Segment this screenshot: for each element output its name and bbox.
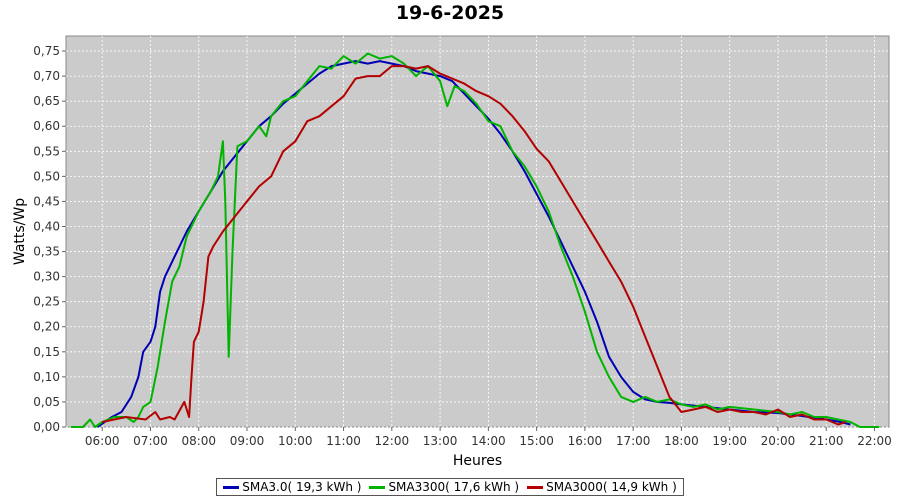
- series-line-2: [101, 65, 846, 426]
- x-tick-label: 16:00: [568, 434, 603, 448]
- y-tick-label: 0,20: [33, 320, 60, 334]
- x-tick-label: 17:00: [616, 434, 651, 448]
- y-tick-label: 0,15: [33, 345, 60, 359]
- legend-swatch-sma3000: [527, 485, 544, 489]
- legend-label-sma3000: SMA3000( 14,9 kWh ): [546, 480, 677, 494]
- x-axis-label: Heures: [453, 453, 502, 469]
- legend-item-sma3000: SMA3000( 14,9 kWh ): [527, 480, 677, 494]
- legend-label-sma3-0: SMA3.0( 19,3 kWh ): [242, 480, 362, 494]
- x-tick-label: 12:00: [375, 434, 410, 448]
- y-tick-label: 0,25: [33, 295, 60, 309]
- x-tick-label: 14:00: [471, 434, 506, 448]
- y-tick-label: 0,75: [33, 44, 60, 58]
- x-tick-label: 18:00: [664, 434, 699, 448]
- chart-title: 19-6-2025: [395, 2, 505, 24]
- x-tick-label: 19:00: [712, 434, 747, 448]
- legend-swatch-sma3300: [369, 485, 386, 489]
- legend-item-sma3300: SMA3300( 17,6 kWh ): [369, 480, 519, 494]
- x-tick-label: 09:00: [230, 434, 265, 448]
- series-lines: [70, 52, 880, 428]
- y-tick-label: 0,30: [33, 270, 60, 284]
- legend-label-sma3300: SMA3300( 17,6 kWh ): [388, 480, 520, 494]
- y-axis-label: Watts/Wp: [12, 198, 28, 265]
- x-tick-label: 06:00: [85, 434, 120, 448]
- x-tick-label: 11:00: [326, 434, 361, 448]
- x-tick-label: 08:00: [181, 434, 216, 448]
- x-tick-label: 20:00: [761, 434, 796, 448]
- series-line-1: [70, 52, 880, 428]
- legend-swatch-sma3-0: [223, 485, 240, 489]
- x-tick-label: 07:00: [133, 434, 168, 448]
- y-tick-label: 0,10: [33, 370, 60, 384]
- y-tick-label: 0,35: [33, 245, 60, 259]
- y-tick-label: 0,65: [33, 94, 60, 108]
- y-tick-label: 0,00: [33, 420, 60, 434]
- legend: SMA3.0( 19,3 kWh ) SMA3300( 17,6 kWh ) S…: [0, 478, 900, 496]
- legend-item-sma3-0: SMA3.0( 19,3 kWh ): [223, 480, 361, 494]
- axes: 0,00 0,05 0,10 0,15 0,20 0,25 0,30 0,35 0,40 0,45…: [33, 44, 892, 448]
- y-tick-label: 0,50: [33, 169, 60, 183]
- x-tick-label: 13:00: [423, 434, 458, 448]
- x-tick-label: 22:00: [857, 434, 892, 448]
- x-tick-label: 21:00: [809, 434, 844, 448]
- legend-box: SMA3.0( 19,3 kWh ) SMA3300( 17,6 kWh ) S…: [216, 478, 684, 496]
- x-tick-label: 10:00: [278, 434, 313, 448]
- y-tick-label: 0,05: [33, 395, 60, 409]
- y-tick-label: 0,40: [33, 219, 60, 233]
- x-tick-label: 15:00: [519, 434, 554, 448]
- y-tick-label: 0,70: [33, 69, 60, 83]
- grid-lines: [66, 36, 889, 428]
- y-tick-label: 0,45: [33, 194, 60, 208]
- y-tick-label: 0,55: [33, 144, 60, 158]
- y-tick-label: 0,60: [33, 119, 60, 133]
